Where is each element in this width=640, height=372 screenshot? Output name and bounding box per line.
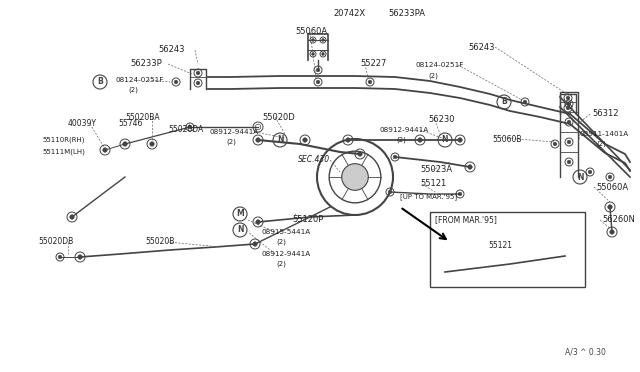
Circle shape [608,205,612,209]
Text: (2): (2) [428,73,438,79]
Text: 55020D: 55020D [262,112,295,122]
Text: 20742X: 20742X [333,10,365,19]
Circle shape [567,160,571,164]
Circle shape [322,53,324,55]
Text: 55060B: 55060B [492,135,522,144]
Text: 56230: 56230 [428,115,454,125]
Circle shape [312,39,314,41]
Text: 08124-0251F: 08124-0251F [115,77,163,83]
Circle shape [58,255,62,259]
Text: (2): (2) [596,141,606,147]
Circle shape [253,242,257,246]
Text: 56233PA: 56233PA [388,10,425,19]
Circle shape [566,96,570,100]
Circle shape [443,270,447,274]
Text: 55121: 55121 [488,241,512,250]
Circle shape [566,106,570,110]
Text: (2): (2) [276,261,286,267]
Text: 55746: 55746 [118,119,142,128]
Circle shape [316,68,320,72]
Text: M: M [236,209,244,218]
Text: N: N [442,135,448,144]
Text: 55020B: 55020B [145,237,174,247]
Text: 56243: 56243 [158,45,184,55]
Circle shape [563,254,567,258]
Text: 40039Y: 40039Y [68,119,97,128]
Text: A/3 ^ 0.30: A/3 ^ 0.30 [565,347,606,356]
Text: (2): (2) [276,239,286,245]
Circle shape [77,255,83,259]
Circle shape [103,148,108,152]
Circle shape [303,138,307,142]
Text: 55121: 55121 [420,180,446,189]
Circle shape [342,164,368,190]
Text: (2): (2) [226,139,236,145]
Text: 08912-9441A: 08912-9441A [210,129,259,135]
Text: (2): (2) [396,137,406,143]
Text: 08912-9441A: 08912-9441A [380,127,429,133]
Text: 08915-5441A: 08915-5441A [262,229,311,235]
Circle shape [316,80,320,84]
Text: 55111M(LH): 55111M(LH) [42,149,85,155]
Text: 55023A: 55023A [420,166,452,174]
Circle shape [150,142,154,146]
Text: 56260N: 56260N [602,215,635,224]
Text: N: N [237,225,243,234]
Text: 08124-0251F: 08124-0251F [415,62,463,68]
Circle shape [418,138,422,142]
Circle shape [588,170,592,174]
Circle shape [610,230,614,234]
Circle shape [256,220,260,224]
Circle shape [567,140,571,144]
Text: 56312: 56312 [592,109,618,119]
Text: 08912-9441A: 08912-9441A [262,251,311,257]
Circle shape [196,71,200,75]
Bar [430,212,585,287]
Circle shape [70,215,74,219]
Text: 55060A: 55060A [295,28,327,36]
Text: N: N [577,173,583,182]
Circle shape [174,80,178,84]
Text: 55020DA: 55020DA [168,125,204,135]
Text: B: B [501,97,507,106]
Circle shape [458,138,462,142]
Circle shape [524,100,527,104]
Circle shape [188,125,192,129]
Text: (2): (2) [128,87,138,93]
Text: 55227: 55227 [360,60,387,68]
Text: 55110R(RH): 55110R(RH) [42,137,84,143]
Circle shape [358,152,362,156]
Circle shape [388,190,392,194]
Circle shape [468,165,472,169]
Text: 56233P: 56233P [130,60,162,68]
Text: 55060A: 55060A [596,183,628,192]
Text: [FROM MAR.'95]: [FROM MAR.'95] [435,215,497,224]
Circle shape [322,39,324,41]
Circle shape [256,138,260,142]
Text: B: B [97,77,103,87]
Circle shape [458,192,462,196]
Circle shape [368,80,372,84]
Circle shape [393,155,397,159]
Text: 55020DB: 55020DB [38,237,73,247]
Circle shape [312,53,314,55]
Text: 56243: 56243 [468,42,495,51]
Circle shape [346,138,350,142]
Circle shape [553,142,557,146]
Text: SEC.430: SEC.430 [298,155,330,164]
Text: 08911-1401A: 08911-1401A [580,131,629,137]
Text: 55020BA: 55020BA [125,112,159,122]
Text: 55120P: 55120P [292,215,323,224]
Text: N: N [276,135,284,144]
Circle shape [196,81,200,85]
Text: [UP TO MAR.'95]: [UP TO MAR.'95] [400,193,457,201]
Circle shape [608,175,612,179]
Circle shape [567,120,571,124]
Circle shape [567,102,571,106]
Circle shape [123,142,127,146]
